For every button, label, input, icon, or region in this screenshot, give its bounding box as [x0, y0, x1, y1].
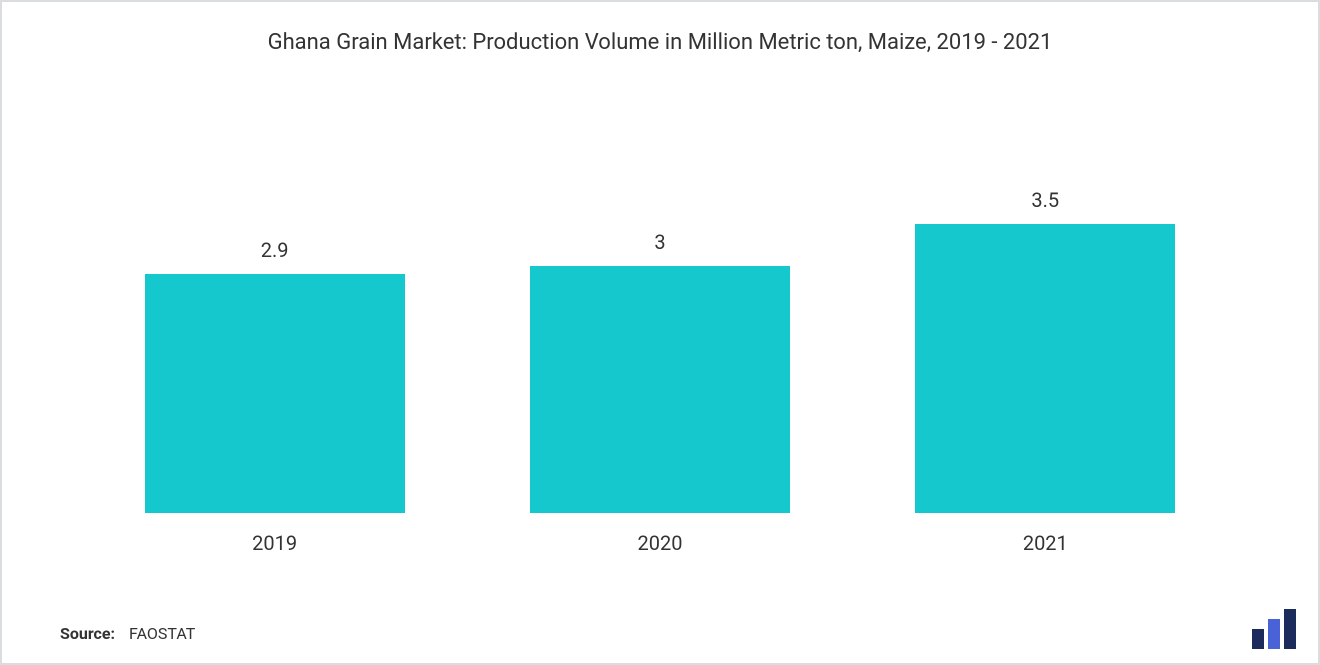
source-value: FAOSTAT — [129, 624, 195, 643]
chart-title: Ghana Grain Market: Production Volume in… — [2, 2, 1318, 55]
x-label-0: 2019 — [82, 531, 467, 555]
source-label: Source: — [60, 624, 115, 643]
brand-logo-icon — [1252, 609, 1296, 649]
chart-plot-area: 2.9 3 3.5 — [82, 102, 1238, 513]
logo-bar-2 — [1268, 619, 1280, 649]
source-footer: Source: FAOSTAT — [60, 624, 195, 643]
bar-0 — [145, 274, 405, 513]
bar-group-1: 3 — [467, 230, 852, 514]
bar-group-2: 3.5 — [853, 188, 1238, 513]
chart-container: Ghana Grain Market: Production Volume in… — [0, 0, 1320, 665]
logo-bar-1 — [1252, 629, 1264, 649]
logo-bar-3 — [1284, 609, 1296, 649]
x-label-1: 2020 — [467, 531, 852, 555]
x-label-2: 2021 — [853, 531, 1238, 555]
x-axis-labels: 2019 2020 2021 — [82, 531, 1238, 555]
bar-value-label: 3.5 — [1031, 188, 1059, 212]
bar-2 — [915, 224, 1175, 513]
bar-value-label: 3 — [654, 230, 665, 254]
bar-1 — [530, 266, 790, 514]
bar-value-label: 2.9 — [261, 238, 289, 262]
bar-group-0: 2.9 — [82, 238, 467, 513]
